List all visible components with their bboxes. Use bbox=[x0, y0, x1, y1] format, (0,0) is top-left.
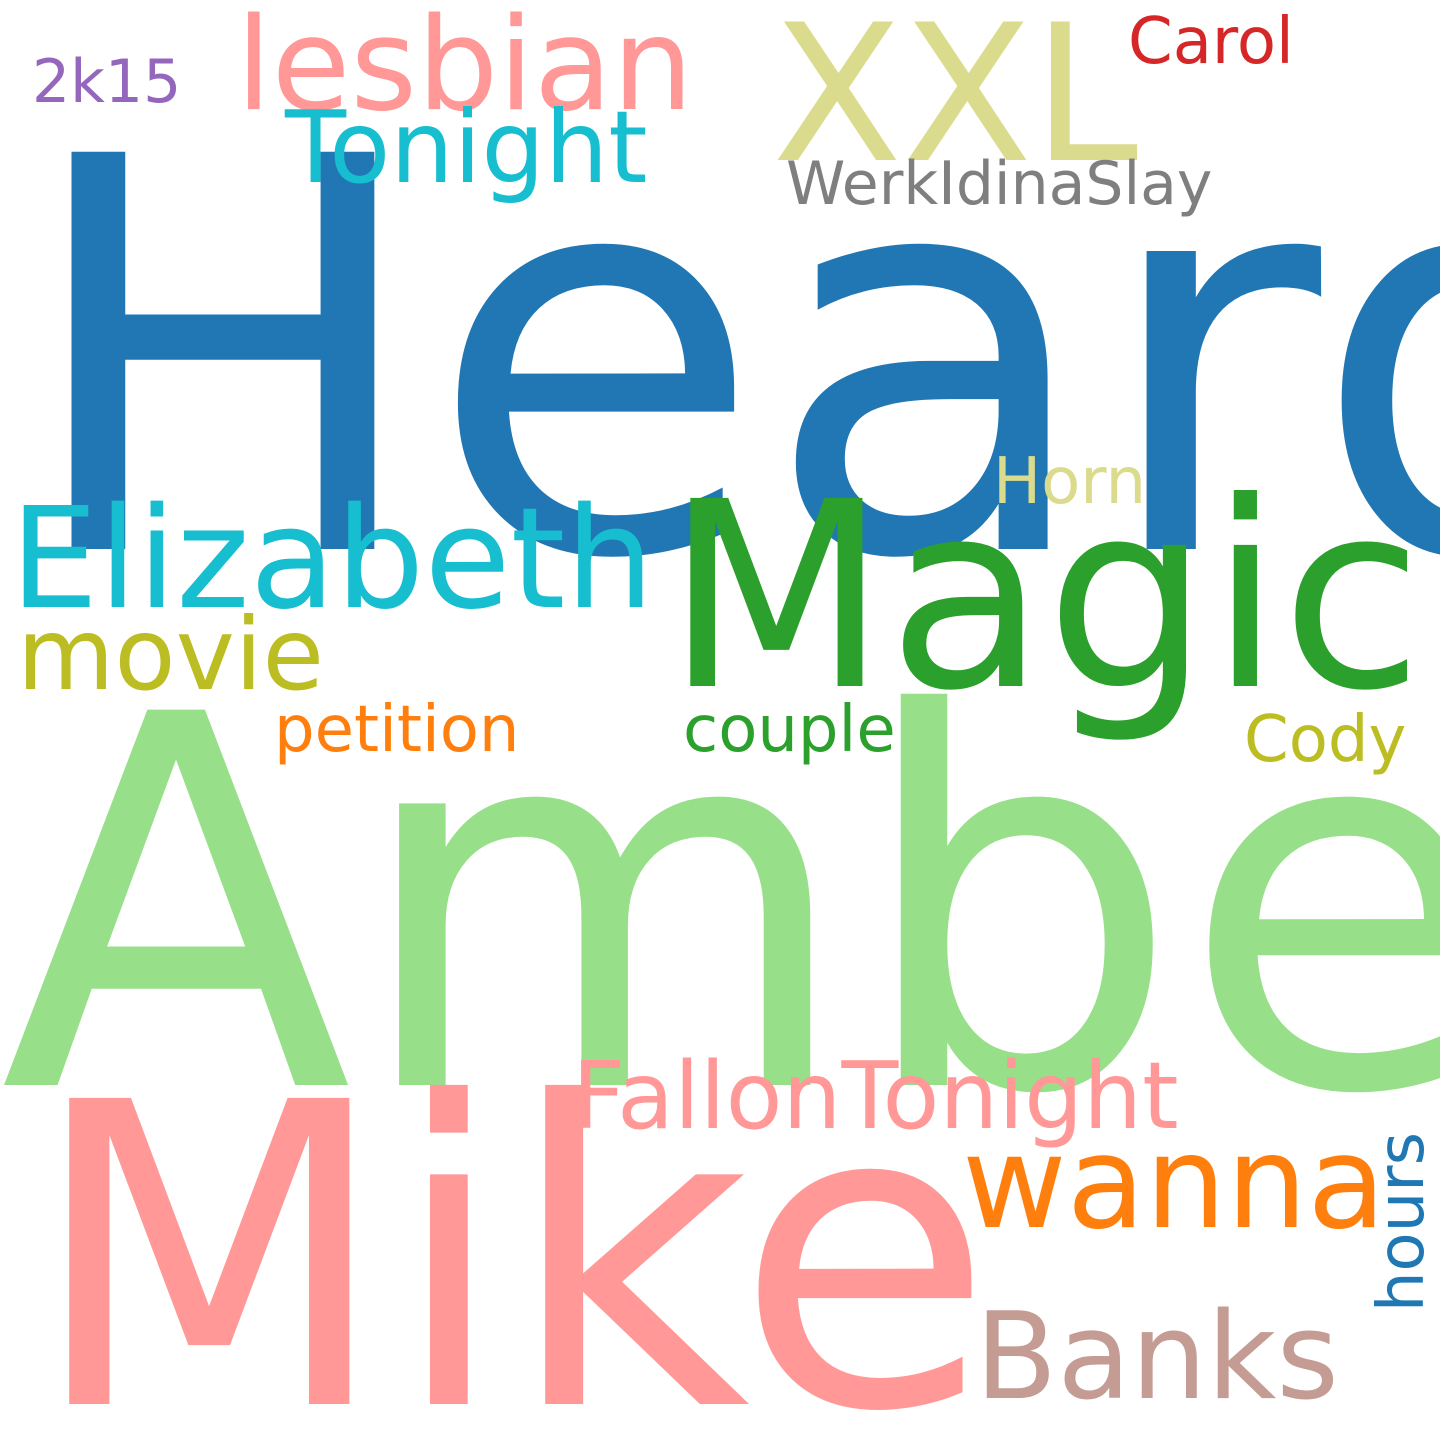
word-lesbian: lesbian bbox=[236, 0, 694, 140]
word-hours: hours bbox=[1365, 1132, 1439, 1312]
word-banks: Banks bbox=[975, 1288, 1339, 1427]
word-heard: Heard bbox=[18, 43, 1440, 678]
word-petition: petition bbox=[274, 693, 520, 767]
word-movie: movie bbox=[17, 596, 325, 713]
word-carol: Carol bbox=[1128, 5, 1294, 79]
word-tonight: Tonight bbox=[285, 89, 648, 206]
word-xxl: XXL bbox=[772, 0, 1139, 205]
word-amber: Amber bbox=[0, 608, 1440, 1207]
word-couple: couple bbox=[683, 693, 896, 767]
word-elizabeth: Elizabeth bbox=[10, 478, 655, 641]
word-magic: Magic bbox=[665, 447, 1424, 747]
word-2k15: 2k15 bbox=[32, 47, 182, 117]
word-werkidinaslay: WerkIdinaSlay bbox=[786, 149, 1213, 219]
word-wanna: wanna bbox=[962, 1109, 1386, 1258]
word-cody: Cody bbox=[1244, 703, 1407, 777]
word-horn: Horn bbox=[993, 445, 1147, 519]
word-mike: Mike bbox=[28, 1015, 994, 1440]
word-fallon-tonight: FallonTonight bbox=[572, 1042, 1179, 1150]
